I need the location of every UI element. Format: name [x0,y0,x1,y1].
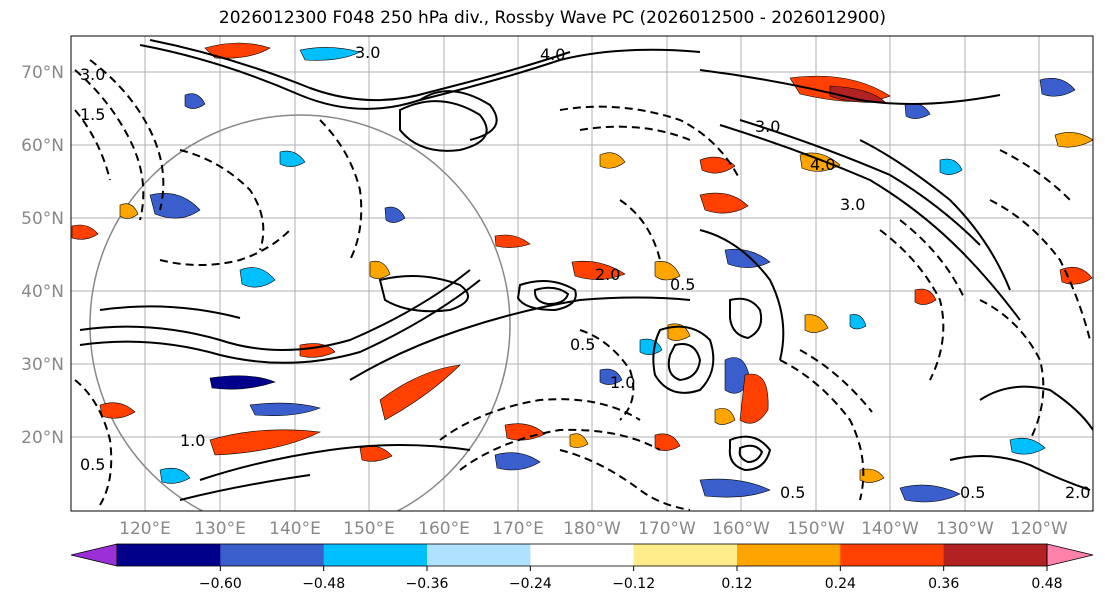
lon-label: 170°W [638,519,696,539]
colorbar-segments [70,543,1094,567]
colorbar-tick-label: −0.24 [509,576,552,592]
contour-label: 4.0 [810,155,835,174]
lat-label: 40°N [21,282,64,302]
lon-label: 130°W [936,519,994,539]
latitude-labels: 70°N 60°N 50°N 40°N 30°N 20°N [21,63,64,448]
colorbar-extend-max [1046,543,1094,567]
lon-label: 170°E [492,519,544,539]
lon-label: 120°E [119,519,171,539]
colorbar-segment [427,544,531,566]
solid-contours [79,39,1093,501]
lon-label: 140°E [269,519,321,539]
colorbar-segment [737,544,841,566]
colorbar-segment [530,544,635,566]
lon-label: 150°W [787,519,845,539]
contour-label: 3.0 [755,117,780,136]
colorbar-segment [323,544,428,566]
colorbar-segment [220,544,325,566]
colorbar-segment [943,544,1048,566]
contour-label: 1.0 [610,373,635,392]
contour-labels: 3.0 4.0 3.0 4.0 1.5 3.0 2.0 0.5 1.0 1.0 … [80,43,1090,502]
lat-label: 50°N [21,209,64,229]
colorbar: −0.60 −0.48 −0.36 −0.24 −0.12 0.12 0.24 0.36 0.4… [70,543,1094,592]
contour-label: 1.5 [80,105,105,124]
colorbar-tick-label: −0.48 [302,576,345,592]
colorbar-ticks: −0.60 −0.48 −0.36 −0.24 −0.12 0.12 0.24 0.36 0.4… [199,566,1063,592]
lat-label: 70°N [21,63,64,83]
contour-label: 2.0 [595,265,620,284]
colorbar-extend-min [70,543,118,567]
map-title: 2026012300 F048 250 hPa div., Rossby Wav… [218,8,887,28]
contour-label: 0.5 [780,483,805,502]
colorbar-frame [116,543,1048,567]
lat-label: 20°N [21,428,64,448]
colorbar-segment [633,544,738,566]
map-content: 3.0 4.0 3.0 4.0 1.5 3.0 2.0 0.5 1.0 1.0 … [71,36,1093,511]
contour-label: 3.0 [840,195,865,214]
colorbar-segment [117,544,221,566]
colorbar-segment [840,544,945,566]
colorbar-tick-label: 0.36 [928,576,959,592]
lon-label: 120°W [1010,519,1068,539]
contour-label: 3.0 [355,43,380,62]
plot-frame [70,35,1094,512]
dashed-contours [74,59,1091,511]
lat-label: 30°N [21,355,64,375]
lon-label: 150°E [343,519,395,539]
lon-label: 160°E [418,519,470,539]
lon-label: 180°W [563,519,621,539]
divergence-shading [71,42,1093,503]
lon-label: 140°W [861,519,919,539]
contour-label: 0.5 [960,483,985,502]
phase-circle [89,114,511,511]
colorbar-tick-label: 0.12 [721,576,752,592]
colorbar-tick-label: −0.60 [199,576,242,592]
colorbar-tick-label: 0.24 [825,576,856,592]
colorbar-tick-label: −0.12 [612,576,655,592]
contour-label: 0.5 [80,455,105,474]
lat-label: 60°N [21,136,64,156]
contour-label: 0.5 [570,335,595,354]
longitude-labels: 120°E 130°E 140°E 150°E 160°E 170°E 180°… [119,519,1068,539]
contour-label: 0.5 [670,275,695,294]
contour-label: 3.0 [80,65,105,84]
contour-label: 1.0 [180,431,205,450]
lon-label: 160°W [712,519,770,539]
contour-label: 2.0 [1065,483,1090,502]
contour-label: 4.0 [540,45,565,64]
colorbar-tick-label: −0.36 [406,576,449,592]
lon-label: 130°E [194,519,246,539]
colorbar-tick-label: 0.48 [1031,576,1062,592]
